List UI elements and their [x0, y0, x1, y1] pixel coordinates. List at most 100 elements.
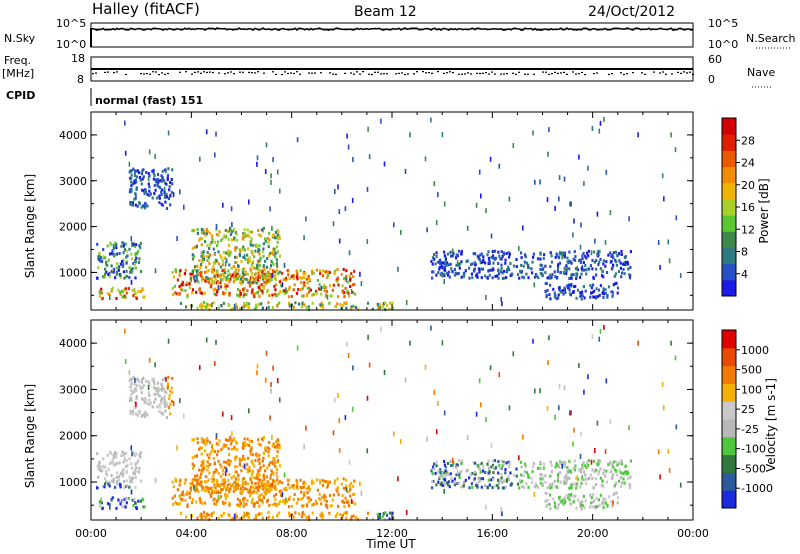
power-cell	[224, 283, 227, 287]
velocity-cell	[141, 386, 144, 390]
velocity-cell	[137, 470, 140, 474]
velocity-cell	[506, 478, 509, 481]
velocity-cell	[596, 462, 599, 466]
power-cell	[462, 274, 465, 278]
power-cell	[278, 301, 281, 305]
power-cell	[177, 292, 181, 296]
velocity-cell	[512, 351, 515, 357]
power-cell	[334, 305, 338, 309]
velocity-cell	[567, 496, 570, 500]
colorbar-tick-label: 100	[741, 383, 762, 396]
velocity-cell	[115, 482, 118, 486]
velocity-cell	[221, 446, 224, 450]
colorbar-swatch	[722, 383, 736, 402]
velocity-cell	[227, 453, 231, 457]
power-cell	[249, 267, 252, 271]
power-cell	[606, 295, 609, 299]
power-cell	[114, 276, 117, 280]
power-cell	[543, 253, 546, 257]
velocity-cell	[328, 480, 331, 484]
velocity-cell	[208, 440, 211, 444]
power-cell	[451, 270, 454, 274]
velocity-cell	[480, 461, 483, 465]
power-cell	[277, 230, 280, 234]
power-cell	[269, 264, 273, 268]
velocity-cell	[128, 379, 131, 383]
velocity-cell	[278, 446, 281, 450]
power-cell	[253, 295, 256, 299]
power-cell	[265, 142, 268, 148]
power-cell	[299, 269, 302, 273]
y-tick-label: 1000	[59, 266, 87, 279]
velocity-cell	[236, 482, 239, 486]
velocity-cell	[246, 437, 249, 441]
velocity-cell	[215, 503, 218, 506]
velocity-cell	[592, 493, 595, 497]
velocity-cell	[539, 461, 542, 464]
power-cell	[579, 275, 582, 279]
power-cell	[447, 273, 450, 277]
power-colorbar-label: Power [dB]	[757, 178, 771, 243]
power-cell	[550, 276, 553, 279]
nave-point	[290, 72, 292, 74]
power-cell	[136, 169, 139, 173]
velocity-cell	[440, 475, 444, 479]
power-cell	[512, 143, 515, 148]
power-cell	[153, 174, 156, 177]
velocity-cell	[278, 511, 281, 515]
power-cell	[567, 283, 571, 287]
power-cell	[115, 252, 118, 256]
power-cell	[101, 297, 104, 301]
velocity-cell	[311, 503, 314, 507]
power-cell	[279, 290, 282, 294]
power-cell	[516, 273, 520, 276]
power-cell	[118, 252, 121, 255]
velocity-cell	[531, 470, 534, 474]
velocity-cell	[611, 462, 614, 466]
velocity-cell	[248, 439, 251, 443]
power-cell	[212, 301, 215, 305]
velocity-cell	[206, 439, 209, 443]
velocity-cell	[106, 473, 109, 477]
power-cell	[262, 254, 265, 258]
power-cell	[564, 291, 567, 294]
power-cell	[437, 192, 439, 198]
power-cell	[589, 264, 592, 268]
velocity-cell	[478, 467, 481, 471]
power-cell	[234, 267, 237, 271]
velocity-cell	[135, 402, 137, 407]
velocity-cell	[142, 498, 145, 502]
velocity-cell	[492, 471, 495, 475]
velocity-cell	[328, 493, 332, 497]
velocity-cell	[230, 517, 233, 521]
velocity-cell	[435, 429, 438, 435]
power-cell	[437, 260, 440, 264]
power-cell	[260, 289, 263, 293]
velocity-cell	[563, 462, 566, 466]
velocity-cell	[345, 478, 348, 482]
velocity-cell	[431, 480, 434, 484]
power-cell	[135, 188, 138, 192]
velocity-cell	[575, 484, 578, 488]
power-cell	[350, 272, 353, 276]
velocity-cell	[327, 483, 330, 487]
velocity-cell	[533, 485, 536, 489]
velocity-cell	[304, 481, 307, 485]
power-cell	[224, 271, 227, 275]
x-axis-label: Time UT	[365, 537, 416, 551]
velocity-cell	[619, 471, 622, 475]
power-cell	[581, 257, 584, 261]
power-cell	[135, 169, 138, 173]
power-cell	[500, 250, 503, 253]
power-cell	[470, 272, 473, 276]
power-cell	[480, 276, 483, 280]
velocity-cell	[134, 412, 137, 416]
power-cell	[288, 304, 291, 308]
colorbar-swatch	[722, 490, 736, 509]
nave-point	[626, 73, 628, 75]
velocity-cell	[599, 476, 602, 480]
power-cell	[186, 280, 189, 284]
velocity-cell	[228, 501, 231, 505]
power-cell	[115, 266, 118, 270]
power-cell	[221, 278, 224, 282]
